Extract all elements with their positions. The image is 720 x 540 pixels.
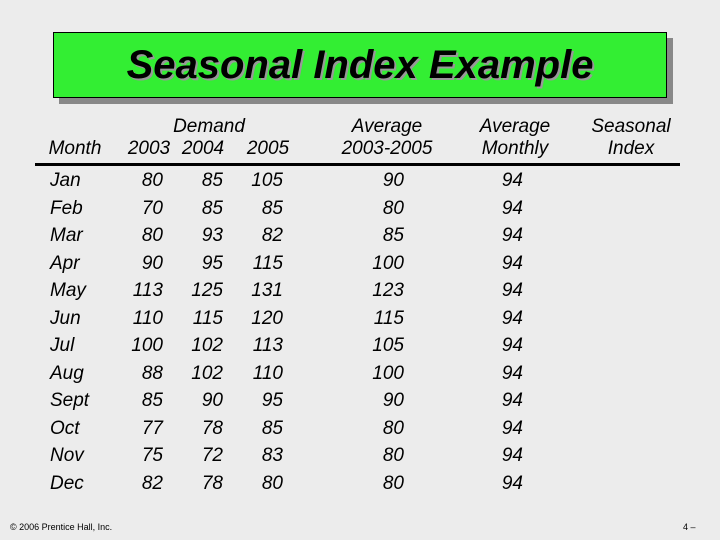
demand-2003-cell: 82 xyxy=(141,472,163,494)
header-average-line1: Average xyxy=(351,116,423,137)
average-monthly-cell: 94 xyxy=(501,280,523,301)
average-monthly-cell: 94 xyxy=(501,472,523,494)
month-cell: Aug xyxy=(50,362,84,384)
month-cell: Apr xyxy=(50,252,80,274)
demand-2004-cell: 102 xyxy=(191,362,223,384)
month-column: Jan Feb Mar Apr May Jun Jul Aug Sept Oct… xyxy=(50,167,110,497)
header-rule xyxy=(35,163,680,166)
demand-2005-cell: 95 xyxy=(261,390,283,411)
average-monthly-cell: 94 xyxy=(501,417,523,439)
month-cell: Nov xyxy=(50,445,84,466)
demand-2005-cell: 115 xyxy=(252,252,283,274)
header-seasonal-line1: Seasonal xyxy=(591,116,671,137)
average-cell: 90 xyxy=(382,390,404,411)
average-cell: 100 xyxy=(372,362,404,384)
average-monthly-cell: 94 xyxy=(501,197,523,219)
header-year-2003: 2003 xyxy=(127,138,171,159)
average-cell: 90 xyxy=(382,170,404,191)
demand-2003-cell: 80 xyxy=(141,225,163,246)
demand-2003-cell: 88 xyxy=(141,362,163,384)
demand-2005-column: 105 85 82 115 131 120 113 110 95 85 83 8… xyxy=(230,167,283,497)
demand-2005-cell: 120 xyxy=(251,307,283,329)
average-cell: 123 xyxy=(372,280,404,301)
demand-2005-cell: 83 xyxy=(261,445,283,466)
header-average-monthly-line1: Average xyxy=(479,116,551,137)
demand-2005-cell: 105 xyxy=(251,170,283,191)
month-cell: Jan xyxy=(50,170,81,191)
header-demand: Demand xyxy=(173,116,245,137)
average-cell: 105 xyxy=(372,335,404,356)
average-3yr-column: 90 80 85 100 123 115 105 100 90 80 80 80 xyxy=(350,167,404,497)
month-cell: Jul xyxy=(50,335,75,356)
title-banner: Seasonal Index Example xyxy=(53,32,667,98)
month-cell: Sept xyxy=(50,390,90,411)
demand-2005-cell: 82 xyxy=(261,225,283,246)
demand-2004-cell: 115 xyxy=(192,307,223,329)
header-seasonal-index: Seasonal Index xyxy=(580,116,682,160)
demand-2005-cell: 110 xyxy=(252,362,283,384)
average-cell: 85 xyxy=(382,225,404,246)
demand-2003-cell: 90 xyxy=(141,252,163,274)
demand-2003-cell: 75 xyxy=(141,445,163,466)
average-monthly-cell: 94 xyxy=(501,362,523,384)
demand-2005-cell: 80 xyxy=(261,472,283,494)
average-cell: 80 xyxy=(382,417,404,439)
demand-2004-cell: 102 xyxy=(191,335,223,356)
demand-2004-cell: 125 xyxy=(191,280,223,301)
demand-2003-cell: 77 xyxy=(141,417,163,439)
demand-2005-cell: 85 xyxy=(261,417,283,439)
month-cell: Jun xyxy=(50,307,81,329)
average-cell: 115 xyxy=(373,307,404,329)
demand-2004-column: 85 85 93 95 125 115 102 102 90 78 72 78 xyxy=(170,167,223,497)
header-average-3yr: Average 2003-2005 xyxy=(322,116,452,160)
demand-2004-cell: 78 xyxy=(201,472,223,494)
month-cell: May xyxy=(50,280,86,301)
average-monthly-cell: 94 xyxy=(501,335,523,356)
average-monthly-cell: 94 xyxy=(501,445,523,466)
month-cell: Dec xyxy=(50,472,84,494)
page-number: 4 – xyxy=(683,522,696,532)
demand-2003-cell: 85 xyxy=(141,390,163,411)
demand-2003-cell: 113 xyxy=(132,280,163,301)
header-seasonal-line2: Index xyxy=(607,138,655,159)
demand-2003-cell: 70 xyxy=(141,197,163,219)
slide-title: Seasonal Index Example xyxy=(126,42,594,87)
month-cell: Oct xyxy=(50,417,80,439)
average-monthly-cell: 94 xyxy=(501,170,523,191)
header-average-monthly: Average Monthly xyxy=(465,116,565,160)
demand-2005-cell: 131 xyxy=(251,280,283,301)
month-cell: Feb xyxy=(50,197,83,219)
demand-2003-cell: 100 xyxy=(131,335,163,356)
demand-2004-cell: 90 xyxy=(201,390,223,411)
header-year-2004: 2004 xyxy=(181,138,225,159)
average-monthly-cell: 94 xyxy=(501,390,523,411)
header-year-2005: 2005 xyxy=(246,138,290,159)
demand-2004-cell: 93 xyxy=(201,225,223,246)
demand-2004-cell: 72 xyxy=(201,445,223,466)
demand-2005-cell: 85 xyxy=(261,197,283,219)
average-monthly-column: 94 94 94 94 94 94 94 94 94 94 94 94 xyxy=(470,167,523,497)
header-average-line2: 2003-2005 xyxy=(341,138,433,159)
average-monthly-cell: 94 xyxy=(501,225,523,246)
average-cell: 80 xyxy=(382,445,404,466)
average-monthly-cell: 94 xyxy=(501,252,523,274)
demand-2003-cell: 80 xyxy=(141,170,163,191)
average-cell: 100 xyxy=(372,252,404,274)
demand-2004-cell: 78 xyxy=(201,417,223,439)
header-average-monthly-line2: Monthly xyxy=(481,138,549,159)
demand-2004-cell: 95 xyxy=(201,252,223,274)
demand-2003-column: 80 70 80 90 113 110 100 88 85 77 75 82 xyxy=(110,167,163,497)
demand-2005-cell: 113 xyxy=(252,335,283,356)
demand-2003-cell: 110 xyxy=(132,307,163,329)
month-cell: Mar xyxy=(50,225,83,246)
average-cell: 80 xyxy=(382,472,404,494)
demand-2004-cell: 85 xyxy=(201,197,223,219)
demand-2004-cell: 85 xyxy=(201,170,223,191)
header-month: Month xyxy=(48,138,102,159)
average-cell: 80 xyxy=(382,197,404,219)
copyright-footer: © 2006 Prentice Hall, Inc. xyxy=(10,522,113,532)
average-monthly-cell: 94 xyxy=(501,307,523,329)
